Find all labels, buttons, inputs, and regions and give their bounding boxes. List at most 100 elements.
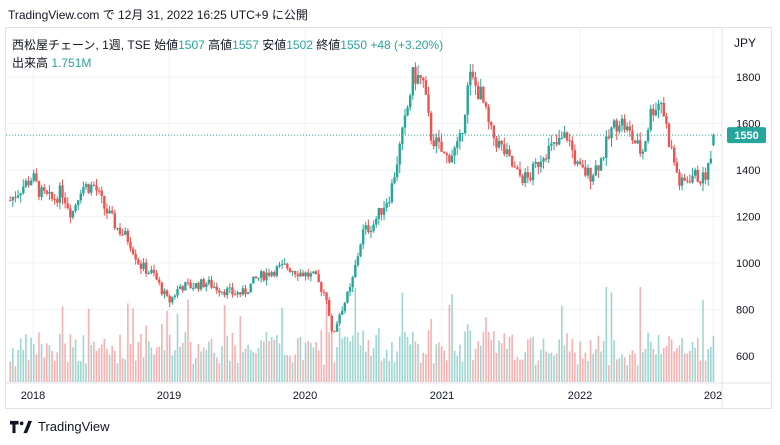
candle-body bbox=[24, 180, 28, 187]
candle-body bbox=[19, 193, 22, 196]
candle-body bbox=[61, 185, 64, 198]
candle-body bbox=[591, 175, 595, 182]
volume-bar bbox=[401, 292, 404, 382]
volume-bar bbox=[613, 340, 615, 382]
volume-bar bbox=[145, 325, 147, 382]
candle-body bbox=[97, 190, 101, 192]
volume-bar bbox=[244, 348, 247, 382]
volume-bar bbox=[181, 342, 184, 382]
volume-bar bbox=[147, 341, 150, 382]
volume-bar bbox=[90, 344, 93, 382]
candle-body bbox=[278, 264, 281, 267]
candle-body bbox=[87, 184, 90, 193]
candle-body bbox=[435, 137, 438, 147]
candle-body bbox=[189, 282, 192, 289]
volume-bar bbox=[466, 324, 469, 382]
candle-body bbox=[181, 286, 184, 291]
volume-bar bbox=[456, 355, 459, 382]
volume-bar bbox=[231, 332, 234, 382]
candle-body bbox=[474, 77, 477, 86]
volume-bar bbox=[474, 348, 477, 382]
candle-body bbox=[215, 286, 218, 291]
volume-bar bbox=[383, 358, 385, 382]
candle-body bbox=[228, 287, 232, 289]
volume-bar bbox=[247, 344, 249, 382]
candle-body bbox=[479, 86, 482, 100]
volume-bar bbox=[108, 354, 111, 382]
volume-bar bbox=[678, 345, 681, 382]
volume-bar bbox=[388, 360, 391, 382]
candle-body bbox=[537, 162, 540, 167]
candle-body bbox=[262, 271, 265, 281]
candle-body bbox=[662, 102, 665, 117]
volume-bar bbox=[155, 347, 158, 382]
volume-bar bbox=[46, 343, 48, 382]
candle-body bbox=[526, 172, 530, 178]
candle-body bbox=[521, 175, 524, 183]
candle-body bbox=[312, 271, 315, 274]
volume-bar bbox=[385, 349, 388, 382]
candle-body bbox=[688, 181, 692, 183]
candle-body bbox=[231, 287, 234, 295]
volume-bar bbox=[673, 351, 676, 382]
candle-body bbox=[586, 167, 590, 176]
volume-bar bbox=[166, 310, 168, 382]
candle-body bbox=[382, 207, 386, 215]
candle-body bbox=[393, 177, 396, 184]
candle-body bbox=[346, 291, 349, 303]
volume-bar bbox=[662, 347, 665, 382]
candle-body bbox=[351, 277, 354, 288]
volume-bar bbox=[85, 363, 87, 382]
volume-bar bbox=[686, 353, 689, 382]
volume-bar bbox=[493, 331, 495, 382]
volume-bar bbox=[540, 349, 542, 382]
volume-bar bbox=[364, 351, 367, 382]
volume-bar bbox=[229, 360, 231, 382]
x-tick-label: 2019 bbox=[157, 390, 181, 402]
candle-body bbox=[414, 67, 417, 84]
candle-body bbox=[602, 157, 605, 159]
volume-bar bbox=[349, 341, 351, 382]
candle-body bbox=[333, 331, 336, 333]
volume-bar bbox=[32, 343, 35, 382]
candle-body bbox=[212, 286, 216, 288]
candle-body bbox=[620, 118, 624, 126]
volume-bar bbox=[542, 338, 545, 382]
volume-bar bbox=[48, 345, 51, 382]
last-price-label: 1550 bbox=[734, 130, 758, 142]
volume-bar bbox=[328, 332, 330, 382]
candle-body bbox=[45, 190, 49, 194]
symbol-label[interactable]: 西松屋チェーン, 1週, TSE bbox=[12, 38, 151, 52]
volume-bar bbox=[534, 364, 537, 382]
x-tick-label: 2020 bbox=[293, 390, 317, 402]
candle-body bbox=[137, 259, 140, 264]
volume-bar bbox=[372, 348, 375, 382]
candle-body bbox=[547, 145, 550, 160]
volume-bar bbox=[537, 360, 540, 382]
y-tick-label: 1400 bbox=[736, 165, 760, 177]
volume-bar bbox=[461, 361, 464, 382]
volume-bar bbox=[435, 344, 438, 382]
volume-bar bbox=[398, 336, 401, 382]
volume-bar bbox=[56, 352, 59, 382]
volume-bar bbox=[618, 358, 621, 382]
volume-bar bbox=[631, 350, 634, 382]
y-tick-label: 1800 bbox=[736, 72, 760, 84]
candle-body bbox=[27, 180, 30, 186]
volume-bar bbox=[330, 316, 333, 382]
candle-body bbox=[508, 149, 511, 156]
candle-body bbox=[197, 283, 200, 290]
candle-body bbox=[330, 315, 333, 332]
candle-body bbox=[29, 180, 33, 186]
volume-bar bbox=[140, 333, 142, 382]
volume-bar bbox=[142, 357, 145, 382]
volume-bar bbox=[265, 331, 268, 382]
candle-body bbox=[406, 107, 409, 116]
candle-body bbox=[79, 193, 83, 201]
candle-body bbox=[283, 263, 286, 265]
volume-bar bbox=[252, 352, 255, 382]
volume-bar bbox=[665, 346, 668, 382]
volume-bar bbox=[584, 352, 587, 382]
volume-bar bbox=[176, 313, 179, 382]
